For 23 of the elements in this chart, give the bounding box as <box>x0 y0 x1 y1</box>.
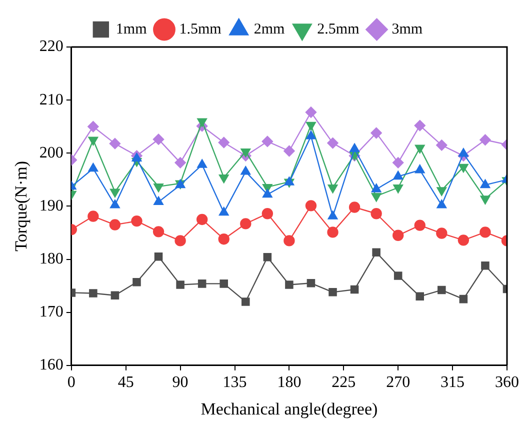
x-tick-label: 45 <box>118 374 134 392</box>
x-tick-label: 225 <box>332 374 356 392</box>
y-tick-label: 220 <box>39 38 64 56</box>
x-tick-label: 0 <box>67 374 76 392</box>
y-tick-label: 190 <box>39 197 64 214</box>
x-tick-label: 360 <box>495 374 519 392</box>
x-tick-label: 315 <box>440 374 465 392</box>
x-tick-label: 135 <box>222 374 247 392</box>
x-tick-label: 180 <box>277 374 302 392</box>
x-axis-title: Mechanical angle(degree) <box>200 399 378 418</box>
y-tick-label: 200 <box>39 144 64 162</box>
y-tick-label: 210 <box>39 91 64 108</box>
y-tick-label: 170 <box>39 304 64 321</box>
legend-label: 2mm <box>254 21 285 38</box>
x-tick-label: 90 <box>172 374 188 392</box>
y-axis-title: Torque(N·m) <box>12 161 31 252</box>
legend-label: 3mm <box>392 21 423 38</box>
legend-label: 2.5mm <box>317 21 360 38</box>
legend-label: 1mm <box>116 21 148 38</box>
y-tick-label: 160 <box>39 356 64 374</box>
legend-label: 1.5mm <box>179 21 222 38</box>
x-tick-label: 270 <box>386 374 410 392</box>
y-tick-label: 180 <box>39 250 64 268</box>
